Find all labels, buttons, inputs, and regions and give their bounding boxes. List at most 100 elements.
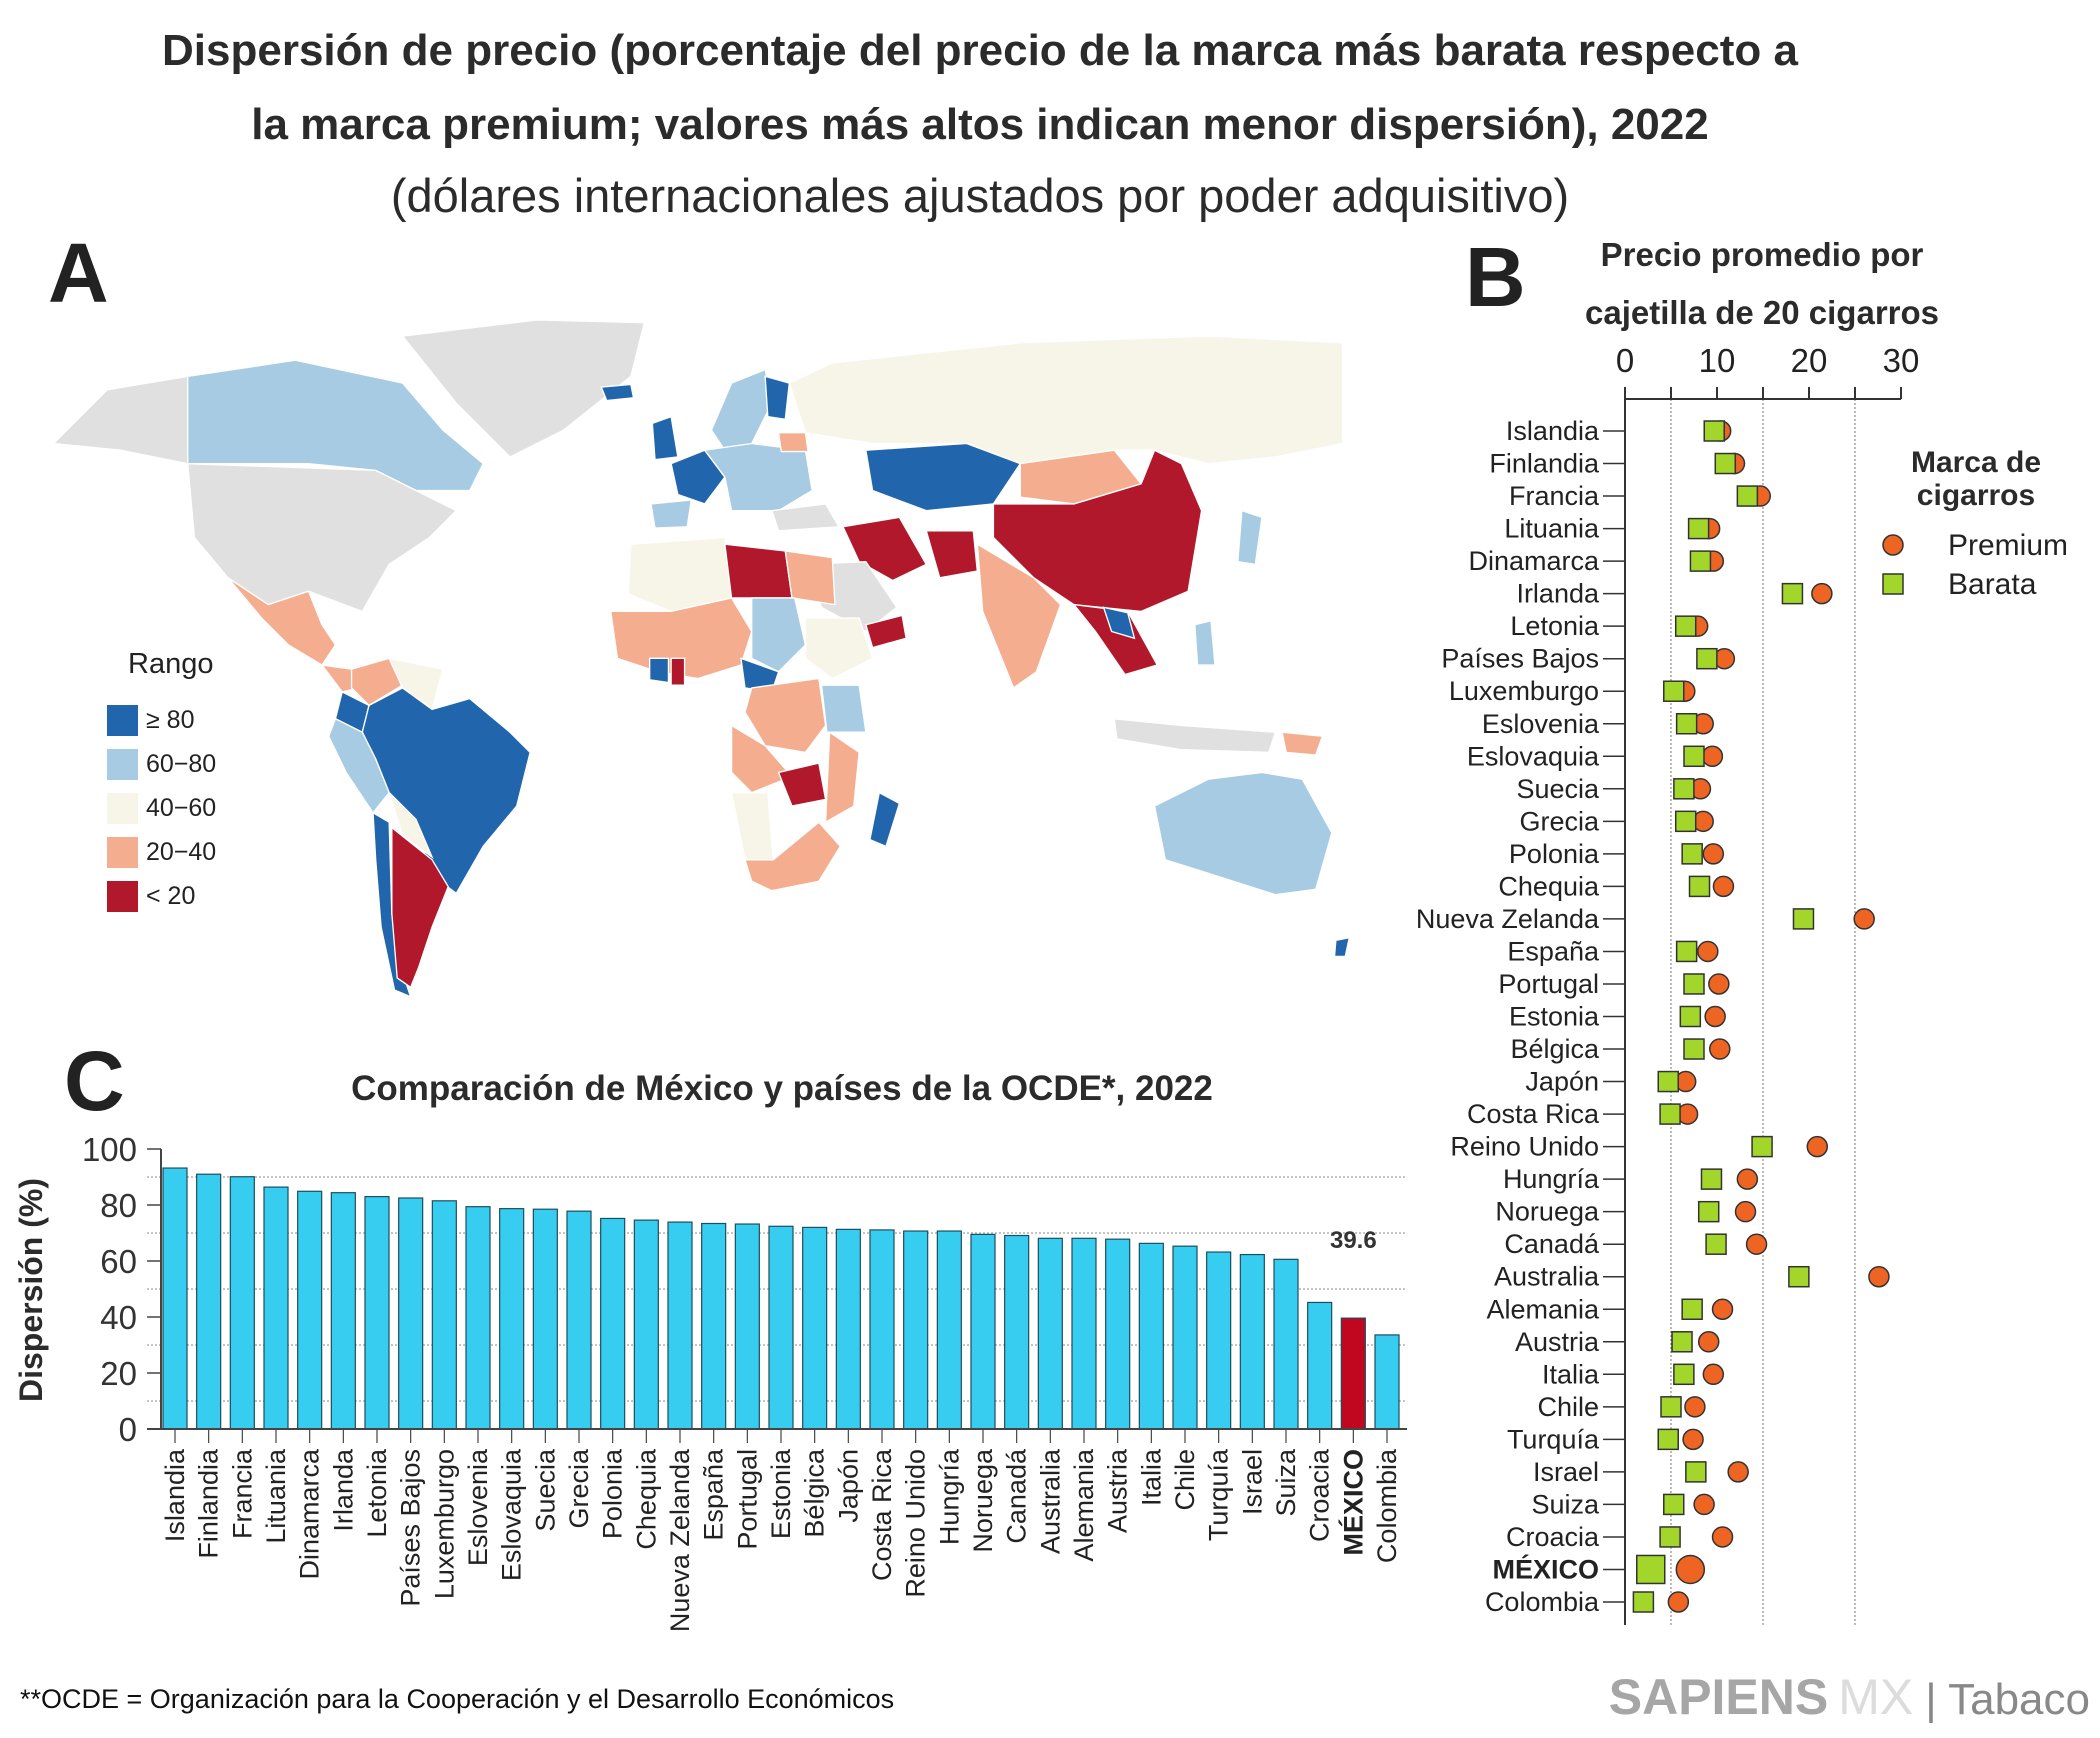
x-tick-label: Finlandia <box>194 1448 224 1559</box>
map-ukraine <box>777 432 809 453</box>
x-tick-label: Noruega <box>968 1448 998 1553</box>
bar <box>465 1206 491 1430</box>
country-label: Irlanda <box>1516 579 1600 609</box>
country-label: Letonia <box>1510 611 1600 641</box>
map-argentina <box>391 826 449 989</box>
barata-point <box>1792 908 1815 930</box>
x-tick-label: Grecia <box>564 1448 594 1529</box>
barata-point <box>1657 1428 1679 1451</box>
country-label: Países Bajos <box>1441 644 1599 674</box>
bar <box>667 1221 693 1430</box>
panel-c-ylabel: Dispersión (%) <box>13 1178 49 1402</box>
barata-point <box>1673 1363 1695 1386</box>
y-tick-label: 20 <box>100 1355 137 1392</box>
premium-point <box>1667 1591 1690 1613</box>
map-pakistan <box>925 530 979 579</box>
bar <box>1138 1242 1164 1430</box>
barata-point <box>1781 582 1804 605</box>
country-label: Hungría <box>1503 1164 1600 1194</box>
premium-point <box>1701 745 1724 768</box>
barata-point <box>1696 647 1718 670</box>
bar <box>1273 1258 1299 1430</box>
title-line-1: Dispersión de precio (porcentaje del pre… <box>162 26 1798 75</box>
barata-point <box>1659 1526 1681 1548</box>
barata-point <box>1788 1265 1810 1288</box>
legend-label: 20−40 <box>146 837 217 866</box>
x-tick-label: Eslovaquia <box>497 1448 527 1581</box>
bar <box>802 1226 828 1430</box>
country-label: MÉXICO <box>1492 1553 1599 1584</box>
panel-a-label: A <box>48 226 109 320</box>
map-new-zealand <box>1333 936 1351 958</box>
sapiens-logo: SAPIENS MX | Tabaco <box>1609 1668 2090 1726</box>
legend-label: ≥ 80 <box>146 705 195 734</box>
map-laos <box>1102 606 1136 640</box>
premium-point <box>1727 1461 1749 1483</box>
country-label: Chile <box>1537 1392 1599 1422</box>
premium-point <box>1806 1135 1829 1158</box>
legend-barata-marker <box>1882 573 1904 595</box>
map-angola <box>730 724 794 794</box>
barata-point <box>1679 1005 1702 1028</box>
x-tick-label: Países Bajos <box>396 1449 426 1607</box>
x-tick-label: Nueva Zelanda <box>665 1448 695 1632</box>
x-tick-label: Bélgica <box>800 1448 830 1538</box>
panel-c-title: Comparación de México y países de la OCD… <box>351 1069 1213 1108</box>
map-south-africa <box>744 821 842 892</box>
barata-point <box>1736 485 1759 507</box>
country-label: Canadá <box>1504 1229 1600 1259</box>
x-tick-label: Irlanda <box>328 1448 358 1532</box>
country-label: Finlandia <box>1489 449 1600 479</box>
map-japan <box>1237 509 1263 566</box>
y-tick-label: 100 <box>82 1131 137 1168</box>
x-tick-label: Israel <box>1237 1449 1267 1515</box>
bar <box>364 1195 390 1430</box>
footnote: **OCDE = Organización para la Cooperació… <box>20 1684 895 1714</box>
barata-point <box>1675 713 1698 735</box>
map-legend: ≥ 80 60−80 40−60 20−40 < 20 <box>107 698 216 918</box>
premium-point <box>1708 973 1730 995</box>
legend-label: < 20 <box>146 881 196 910</box>
premium-point <box>1704 1005 1726 1028</box>
premium-point <box>1697 1331 1720 1353</box>
country-label: Japón <box>1525 1067 1599 1097</box>
country-label: Suecia <box>1516 774 1600 804</box>
map-sudan <box>751 597 807 673</box>
premium-point <box>1745 1233 1768 1255</box>
barata-point <box>1697 1200 1720 1223</box>
country-label: Noruega <box>1495 1197 1600 1227</box>
premium-point <box>1682 1428 1704 1451</box>
bar <box>297 1190 323 1430</box>
barata-point <box>1705 1233 1727 1255</box>
barata-point <box>1636 1554 1666 1585</box>
bar <box>499 1208 525 1430</box>
world-map <box>51 319 1351 998</box>
map-chile <box>372 811 412 998</box>
country-label: Luxemburgo <box>1449 676 1599 706</box>
bar <box>398 1197 424 1430</box>
map-canada <box>187 359 484 492</box>
barata-point <box>1657 1070 1679 1093</box>
bar <box>566 1210 592 1430</box>
x-tick-label: Croacia <box>1305 1448 1335 1542</box>
map-peru <box>327 717 390 814</box>
map-legend-title: Rango <box>128 648 214 680</box>
bar <box>1206 1251 1232 1430</box>
country-label: Italia <box>1542 1359 1600 1389</box>
country-label: Portugal <box>1498 969 1599 999</box>
x-tick-label: Letonia <box>362 1448 392 1538</box>
y-tick-label: 0 <box>119 1411 137 1448</box>
x-tick-label: Luxemburgo <box>429 1449 459 1599</box>
x-tick-label: Colombia <box>1372 1448 1402 1563</box>
x-tick-label: Estonia <box>766 1448 796 1539</box>
bar <box>229 1176 255 1430</box>
barata-point <box>1714 452 1737 475</box>
map-greenland <box>401 319 646 458</box>
x-tick-label: Italia <box>1136 1448 1166 1506</box>
x-tick-label: 20 <box>1791 342 1828 379</box>
panel-b-title-line-2: cajetilla de 20 cigarros <box>1585 294 1939 331</box>
x-tick-label: Reino Unido <box>901 1449 931 1598</box>
country-label: Bélgica <box>1510 1034 1600 1064</box>
map-china <box>992 449 1203 613</box>
